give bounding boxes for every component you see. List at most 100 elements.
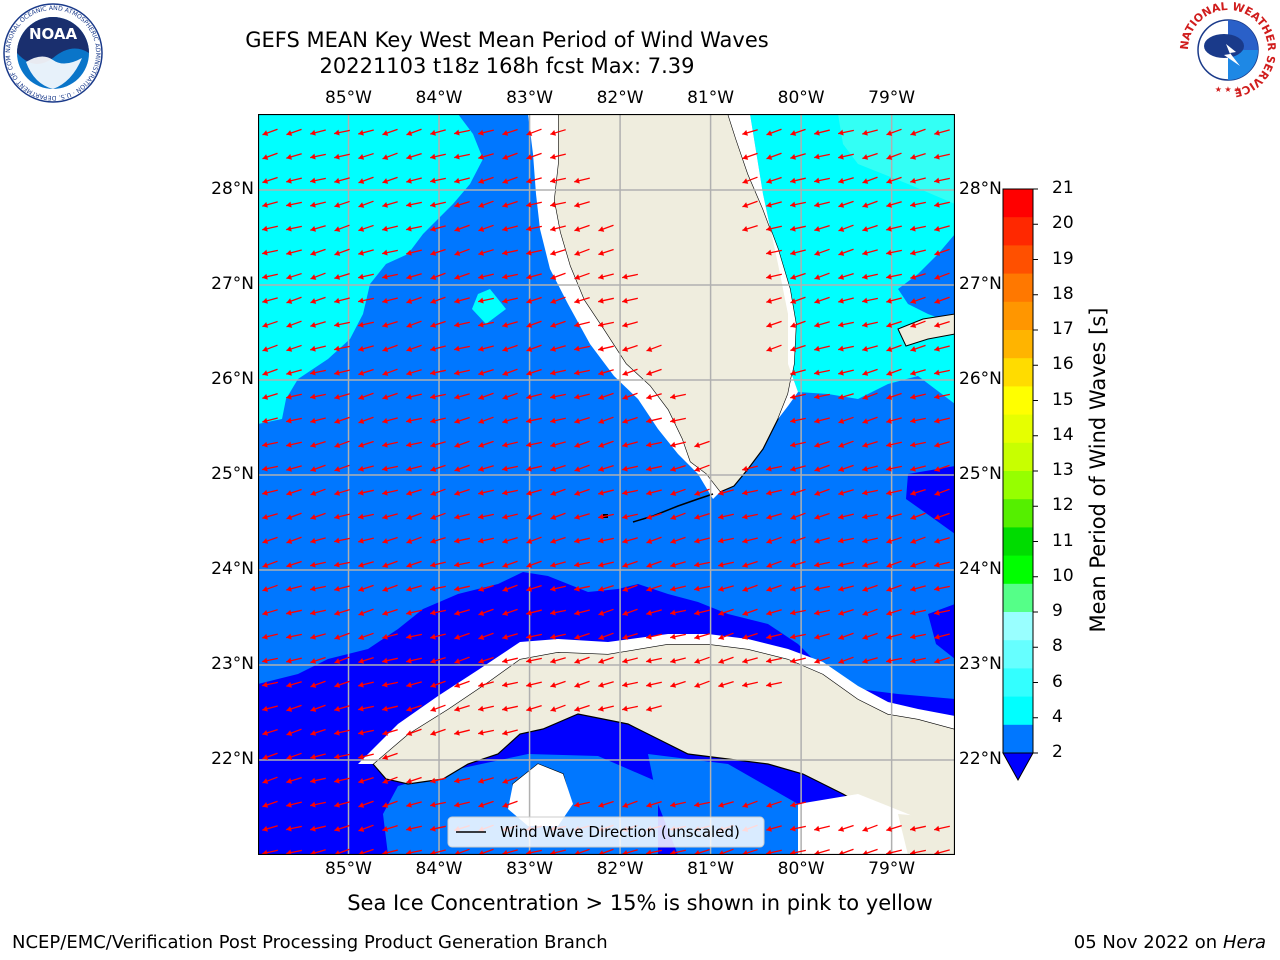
wind-wave-arrow (598, 248, 614, 256)
sea-ice-note: Sea Ice Concentration > 15% is shown in … (347, 891, 933, 915)
wind-wave-arrow (838, 393, 854, 400)
wind-wave-arrow (502, 152, 518, 160)
lat-tick-label: 22°N (211, 749, 254, 769)
wind-wave-arrow (286, 344, 302, 352)
wind-wave-arrow (574, 321, 590, 328)
wind-wave-arrow (286, 728, 302, 736)
wind-wave-arrow (934, 609, 950, 616)
wind-wave-arrow (862, 273, 878, 280)
wind-wave-arrow (646, 584, 662, 592)
wind-wave-arrow (478, 584, 494, 592)
wind-wave-arrow (502, 800, 518, 808)
wind-wave-arrow (862, 561, 878, 568)
wind-wave-arrow (766, 657, 782, 664)
wind-wave-arrow (838, 224, 854, 232)
wind-wave-arrow (838, 464, 854, 472)
wind-wave-arrow (478, 129, 494, 136)
wind-wave-arrow (838, 608, 854, 616)
wind-wave-arrow (598, 297, 614, 304)
wind-wave-arrow (622, 465, 638, 472)
wind-wave-arrow (430, 248, 446, 256)
wind-wave-arrow (478, 777, 494, 784)
wind-wave-arrow (742, 176, 758, 184)
wind-wave-arrow (478, 848, 494, 855)
wind-wave-arrow (646, 681, 662, 688)
wind-wave-arrow (694, 488, 710, 496)
wind-wave-arrow (406, 177, 422, 184)
wind-wave-arrow (358, 681, 374, 688)
wind-wave-arrow (262, 201, 278, 208)
wind-wave-arrow (430, 777, 446, 784)
wind-wave-arrow (262, 584, 278, 592)
wind-wave-arrow (550, 512, 566, 520)
wind-wave-arrow (382, 729, 398, 736)
wind-wave-arrow (742, 800, 758, 808)
wind-wave-arrow (766, 465, 782, 472)
wind-wave-arrow (406, 560, 422, 568)
wind-wave-arrow (814, 656, 830, 664)
wind-wave-arrow (790, 296, 806, 304)
wind-wave-arrow (742, 152, 758, 160)
wind-wave-arrow (430, 345, 446, 352)
wind-wave-arrow (310, 464, 326, 472)
wind-wave-arrow (934, 272, 950, 280)
wind-wave-arrow (526, 633, 542, 640)
wind-wave-arrow (358, 321, 374, 328)
wind-wave-arrow (406, 296, 422, 304)
wind-wave-arrow (670, 849, 686, 855)
wind-wave-arrow (934, 345, 950, 352)
wind-wave-arrow (574, 272, 590, 280)
wind-wave-arrow (358, 824, 374, 832)
wind-wave-arrow (622, 705, 638, 712)
wind-wave-arrow (790, 272, 806, 280)
wind-wave-arrow (334, 680, 350, 688)
wind-wave-arrow (310, 680, 326, 688)
wind-wave-arrow (742, 129, 758, 136)
wind-wave-arrow (934, 561, 950, 568)
wind-wave-arrow (766, 513, 782, 520)
wind-wave-arrow (382, 225, 398, 232)
wind-wave-arrow (790, 849, 806, 855)
colorbar-extend (1002, 752, 1034, 782)
wind-wave-arrow (862, 297, 878, 304)
wind-wave-arrow (478, 392, 494, 400)
wind-wave-arrow (814, 225, 830, 232)
wind-wave-arrow (550, 345, 566, 352)
wind-wave-arrow (454, 585, 470, 592)
wind-wave-arrow (406, 728, 422, 736)
wind-wave-arrow (886, 825, 902, 832)
wind-wave-arrow (862, 824, 878, 832)
wind-wave-arrow (862, 152, 878, 160)
wind-wave-arrow (526, 296, 542, 304)
wind-wave-arrow (310, 393, 326, 400)
wind-wave-arrow (478, 416, 494, 424)
wind-wave-arrow (574, 704, 590, 712)
wind-wave-arrow (646, 536, 662, 544)
wind-wave-arrow (574, 369, 590, 376)
wind-wave-arrow (574, 848, 590, 855)
wind-wave-arrow (286, 849, 302, 855)
wind-wave-arrow (262, 825, 278, 832)
wind-wave-arrow (622, 537, 638, 544)
wind-wave-arrow (622, 441, 638, 448)
wind-wave-arrow (502, 128, 518, 136)
wind-wave-arrow (886, 368, 902, 376)
wind-wave-arrow (790, 801, 806, 808)
wind-wave-arrow (382, 128, 398, 136)
wind-wave-arrow (574, 393, 590, 400)
wind-wave-arrow (382, 705, 398, 712)
wind-wave-arrow (310, 177, 326, 184)
lat-tick-label: 23°N (211, 654, 254, 674)
wind-wave-arrow (526, 152, 542, 160)
wind-wave-arrow (790, 225, 806, 232)
wind-wave-arrow (934, 849, 950, 855)
wind-wave-arrow (598, 416, 614, 424)
wind-wave-arrow (262, 297, 278, 304)
wind-wave-arrow (694, 609, 710, 616)
wind-wave-arrow (478, 440, 494, 448)
wind-wave-arrow (310, 296, 326, 304)
wind-wave-arrow (670, 393, 686, 400)
wind-wave-arrow (478, 176, 494, 184)
wind-wave-arrow (286, 465, 302, 472)
wind-wave-arrow (478, 608, 494, 616)
